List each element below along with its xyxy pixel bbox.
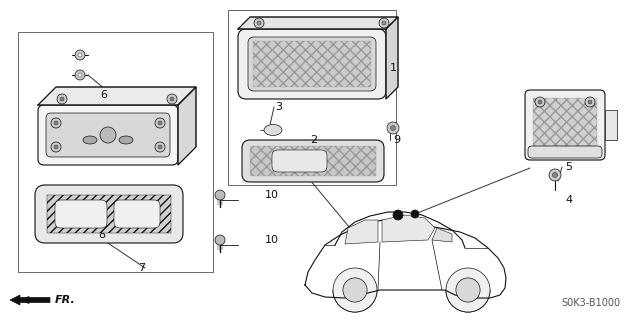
Text: 10: 10: [265, 190, 279, 200]
Circle shape: [51, 118, 61, 128]
Bar: [533, 98, 597, 148]
FancyBboxPatch shape: [525, 90, 605, 160]
Circle shape: [552, 173, 557, 177]
Circle shape: [215, 235, 225, 245]
Text: 7: 7: [138, 263, 145, 273]
FancyBboxPatch shape: [35, 185, 183, 243]
Circle shape: [158, 121, 162, 125]
Circle shape: [78, 53, 82, 57]
FancyArrow shape: [10, 295, 50, 305]
Bar: [250, 146, 376, 176]
Polygon shape: [432, 228, 452, 242]
Text: 4: 4: [565, 195, 572, 205]
Text: 3: 3: [275, 102, 282, 112]
Circle shape: [254, 18, 264, 28]
FancyBboxPatch shape: [528, 146, 602, 158]
Text: 6: 6: [100, 90, 107, 100]
Circle shape: [57, 94, 67, 104]
Ellipse shape: [119, 136, 133, 144]
Circle shape: [257, 21, 261, 25]
Polygon shape: [386, 17, 398, 99]
Circle shape: [382, 21, 386, 25]
Bar: [228, 10, 396, 185]
Ellipse shape: [264, 124, 282, 136]
Circle shape: [390, 125, 396, 130]
FancyBboxPatch shape: [272, 150, 327, 172]
Text: 8: 8: [98, 230, 105, 240]
Circle shape: [155, 118, 165, 128]
Bar: [253, 41, 371, 87]
Circle shape: [387, 122, 399, 134]
Circle shape: [333, 268, 377, 312]
Circle shape: [456, 278, 480, 302]
Circle shape: [75, 50, 85, 60]
Circle shape: [54, 145, 58, 149]
Circle shape: [75, 70, 85, 80]
Circle shape: [411, 210, 419, 218]
Text: 10: 10: [265, 235, 279, 245]
Text: S0K3-B1000: S0K3-B1000: [561, 298, 620, 308]
Text: 2: 2: [310, 135, 317, 145]
FancyBboxPatch shape: [114, 200, 160, 228]
Circle shape: [535, 97, 545, 107]
Circle shape: [170, 97, 174, 101]
Circle shape: [549, 169, 561, 181]
FancyBboxPatch shape: [46, 113, 170, 157]
Ellipse shape: [83, 136, 97, 144]
Circle shape: [588, 100, 592, 104]
Polygon shape: [178, 87, 196, 165]
Circle shape: [215, 190, 225, 200]
Circle shape: [393, 210, 403, 220]
Circle shape: [51, 142, 61, 152]
Circle shape: [379, 18, 389, 28]
Text: 1: 1: [390, 63, 397, 73]
Polygon shape: [238, 17, 398, 29]
Bar: [18, 32, 213, 272]
Bar: [605, 110, 617, 140]
Circle shape: [100, 127, 116, 143]
Polygon shape: [382, 215, 435, 242]
Circle shape: [585, 97, 595, 107]
Circle shape: [60, 97, 64, 101]
Text: 9: 9: [393, 135, 400, 145]
Polygon shape: [345, 220, 378, 244]
Text: FR.: FR.: [55, 295, 76, 305]
FancyBboxPatch shape: [55, 200, 107, 228]
Bar: [47, 195, 171, 233]
FancyBboxPatch shape: [248, 37, 376, 91]
FancyBboxPatch shape: [38, 105, 178, 165]
Circle shape: [158, 145, 162, 149]
Circle shape: [155, 142, 165, 152]
Circle shape: [167, 94, 177, 104]
Circle shape: [78, 73, 82, 77]
Circle shape: [538, 100, 542, 104]
Text: 5: 5: [565, 162, 572, 172]
FancyBboxPatch shape: [238, 29, 386, 99]
Circle shape: [446, 268, 490, 312]
Polygon shape: [38, 87, 196, 105]
Circle shape: [343, 278, 367, 302]
FancyBboxPatch shape: [242, 140, 384, 182]
Circle shape: [54, 121, 58, 125]
